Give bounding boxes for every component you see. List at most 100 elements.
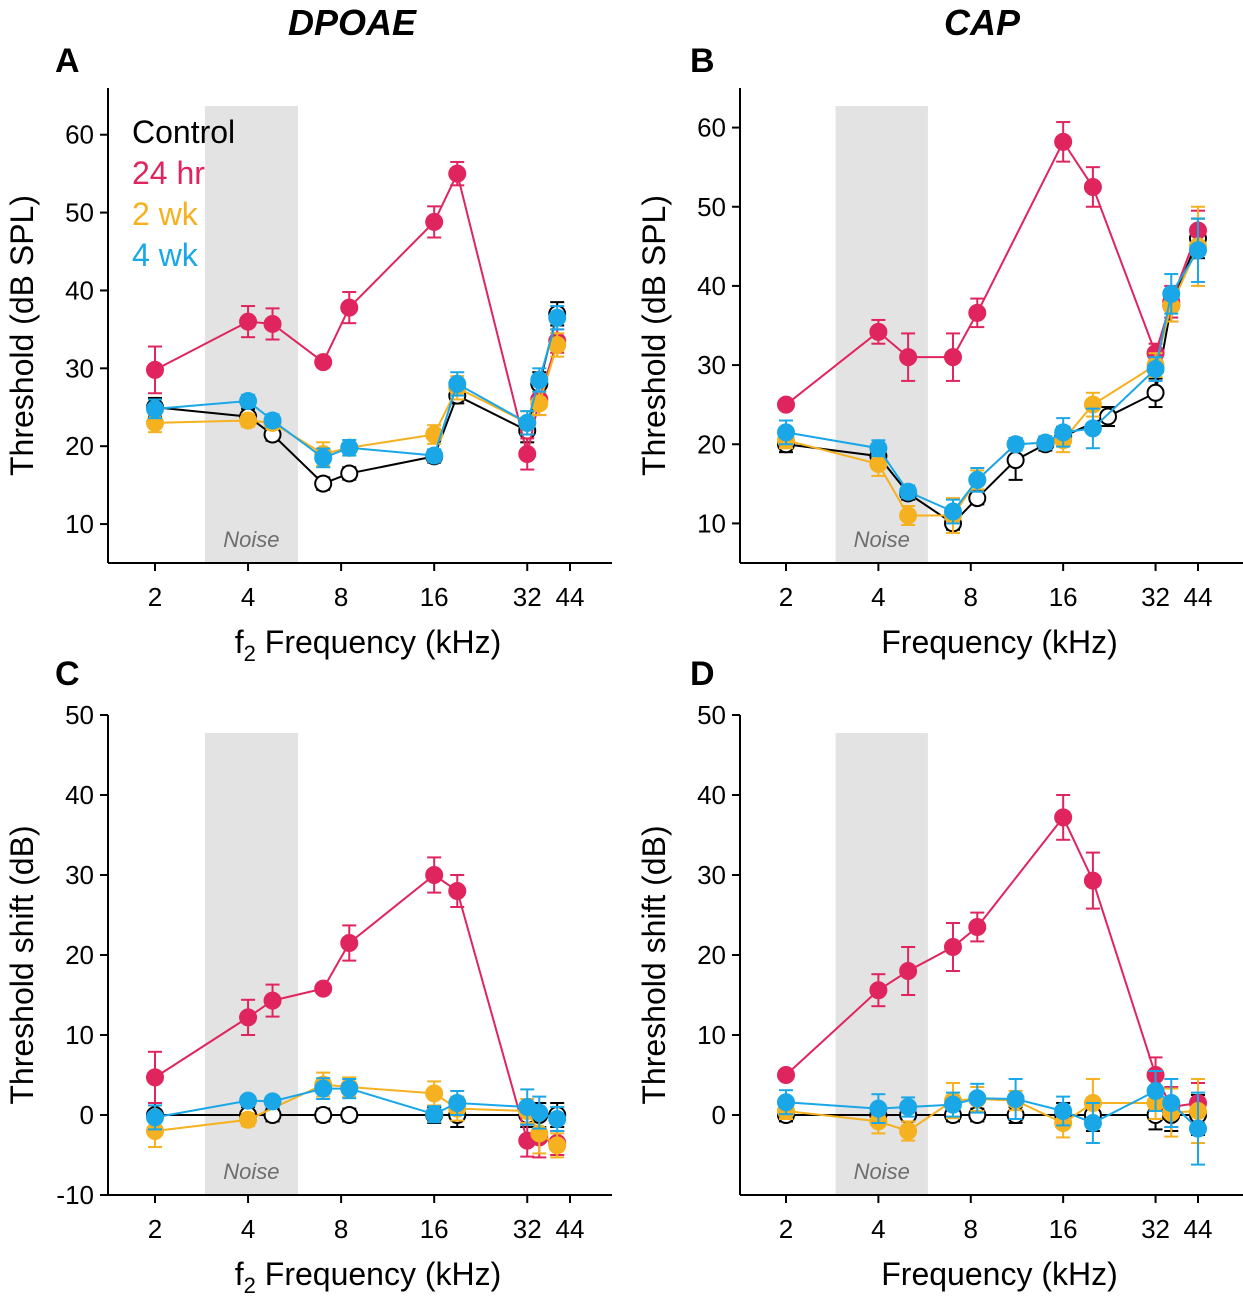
data-point <box>943 502 962 521</box>
data-point <box>146 1068 164 1087</box>
y-axis-label: Threshold shift (dB) <box>4 825 40 1104</box>
data-point <box>146 1108 164 1127</box>
legend-entry-wk4: 4 wk <box>132 237 199 273</box>
data-point <box>869 981 888 1000</box>
chart-panel-c: Noise -10 0 10 20 30 40 50 2 4 8 16 32 44 f2 Frequency… <box>4 700 612 1298</box>
data-point <box>1054 1102 1073 1120</box>
x-tick-label: 32 <box>513 1214 542 1244</box>
data-point <box>314 1106 333 1124</box>
x-tick-label: 4 <box>241 582 255 612</box>
data-point <box>314 474 333 493</box>
x-tick-label: 44 <box>1184 1214 1213 1244</box>
x-tick-label: 4 <box>241 1214 255 1244</box>
data-point <box>899 962 918 980</box>
data-point <box>340 438 359 457</box>
data-point <box>899 482 918 501</box>
data-point <box>425 212 444 231</box>
x-axis-label: Frequency (kHz) <box>881 624 1118 660</box>
data-point <box>777 395 795 414</box>
data-point <box>899 348 918 367</box>
y-tick-label: 60 <box>697 113 726 143</box>
y-tick-label: 30 <box>697 350 726 380</box>
y-tick-label: 40 <box>697 780 726 810</box>
x-tick-label: 8 <box>334 582 348 612</box>
data-point <box>1189 1119 1207 1138</box>
data-point <box>943 348 962 367</box>
data-point <box>425 866 444 884</box>
data-point <box>239 1110 258 1129</box>
data-point <box>340 464 359 483</box>
data-point <box>869 455 888 474</box>
data-point <box>239 1091 258 1110</box>
data-point <box>263 314 282 333</box>
series-line <box>154 317 559 460</box>
data-point <box>530 1103 549 1122</box>
y-tick-label: 10 <box>65 1020 94 1050</box>
data-point <box>943 1095 962 1114</box>
data-point <box>425 1105 444 1124</box>
x-tick-label: 16 <box>1049 582 1078 612</box>
legend-entry-hr24: 24 hr <box>132 155 205 191</box>
data-point <box>1162 284 1181 303</box>
data-point <box>1083 1114 1102 1132</box>
x-tick-label: 8 <box>964 582 978 612</box>
data-point <box>448 1094 467 1112</box>
data-point <box>943 938 962 956</box>
cap-column-title: CAP <box>944 2 1021 43</box>
panel-letter-c: C <box>55 655 80 693</box>
data-point <box>340 1079 359 1098</box>
data-point <box>448 374 467 393</box>
data-point <box>1146 360 1165 379</box>
data-point <box>1083 177 1102 196</box>
x-tick-label: 8 <box>334 1214 348 1244</box>
x-tick-label: 4 <box>871 582 885 612</box>
y-tick-label: 10 <box>65 509 94 539</box>
data-point <box>1006 451 1025 470</box>
x-tick-label: 2 <box>148 1214 162 1244</box>
chart-panel-b: Noise 10 20 30 40 50 60 2 4 8 16 32 44 Frequency (kHz… <box>636 88 1243 660</box>
noise-label: Noise <box>854 1159 910 1184</box>
data-point <box>448 164 467 183</box>
data-point <box>530 394 549 413</box>
x-tick-label: 16 <box>1049 1214 1078 1244</box>
y-axis-label: Threshold (dB SPL) <box>636 195 672 476</box>
data-point <box>869 1099 888 1118</box>
data-point <box>1099 407 1118 426</box>
data-point <box>1083 419 1102 438</box>
x-tick-label: 16 <box>420 582 449 612</box>
y-tick-label: 50 <box>697 700 726 730</box>
x-tick-label: 32 <box>513 582 542 612</box>
x-tick-label: 2 <box>779 1214 793 1244</box>
data-point <box>1054 808 1073 827</box>
y-tick-label: 40 <box>65 275 94 305</box>
noise-label: Noise <box>223 527 279 552</box>
panel-letter-b: B <box>690 42 715 80</box>
noise-label: Noise <box>223 1159 279 1184</box>
x-tick-label: 44 <box>1184 582 1213 612</box>
series-wk4 <box>777 1070 1207 1166</box>
series-wk4 <box>146 305 567 469</box>
data-point <box>314 979 333 998</box>
data-point <box>146 360 164 379</box>
noise-label: Noise <box>854 527 910 552</box>
y-tick-label: 0 <box>712 1100 726 1130</box>
x-tick-label: 16 <box>420 1214 449 1244</box>
y-tick-label: 20 <box>697 940 726 970</box>
panel-letter-a: A <box>55 42 80 80</box>
x-tick-label: 8 <box>964 1214 978 1244</box>
x-axis-label: f2 Frequency (kHz) <box>235 624 502 666</box>
data-point <box>340 298 359 317</box>
data-point <box>777 423 795 442</box>
y-tick-label: 50 <box>65 198 94 228</box>
data-point <box>1083 871 1102 890</box>
data-point <box>1146 383 1165 402</box>
data-point <box>518 444 537 463</box>
data-point <box>1146 1082 1165 1100</box>
data-point <box>448 882 467 900</box>
series-wk4 <box>777 217 1207 525</box>
panel-letter-d: D <box>690 655 715 693</box>
x-tick-label: 2 <box>779 582 793 612</box>
chart-panel-a: Noise 10 20 30 40 50 60 2 4 8 16 32 44 f2 Frequency (… <box>4 88 612 666</box>
y-tick-label: 50 <box>697 192 726 222</box>
x-tick-label: 44 <box>556 582 585 612</box>
